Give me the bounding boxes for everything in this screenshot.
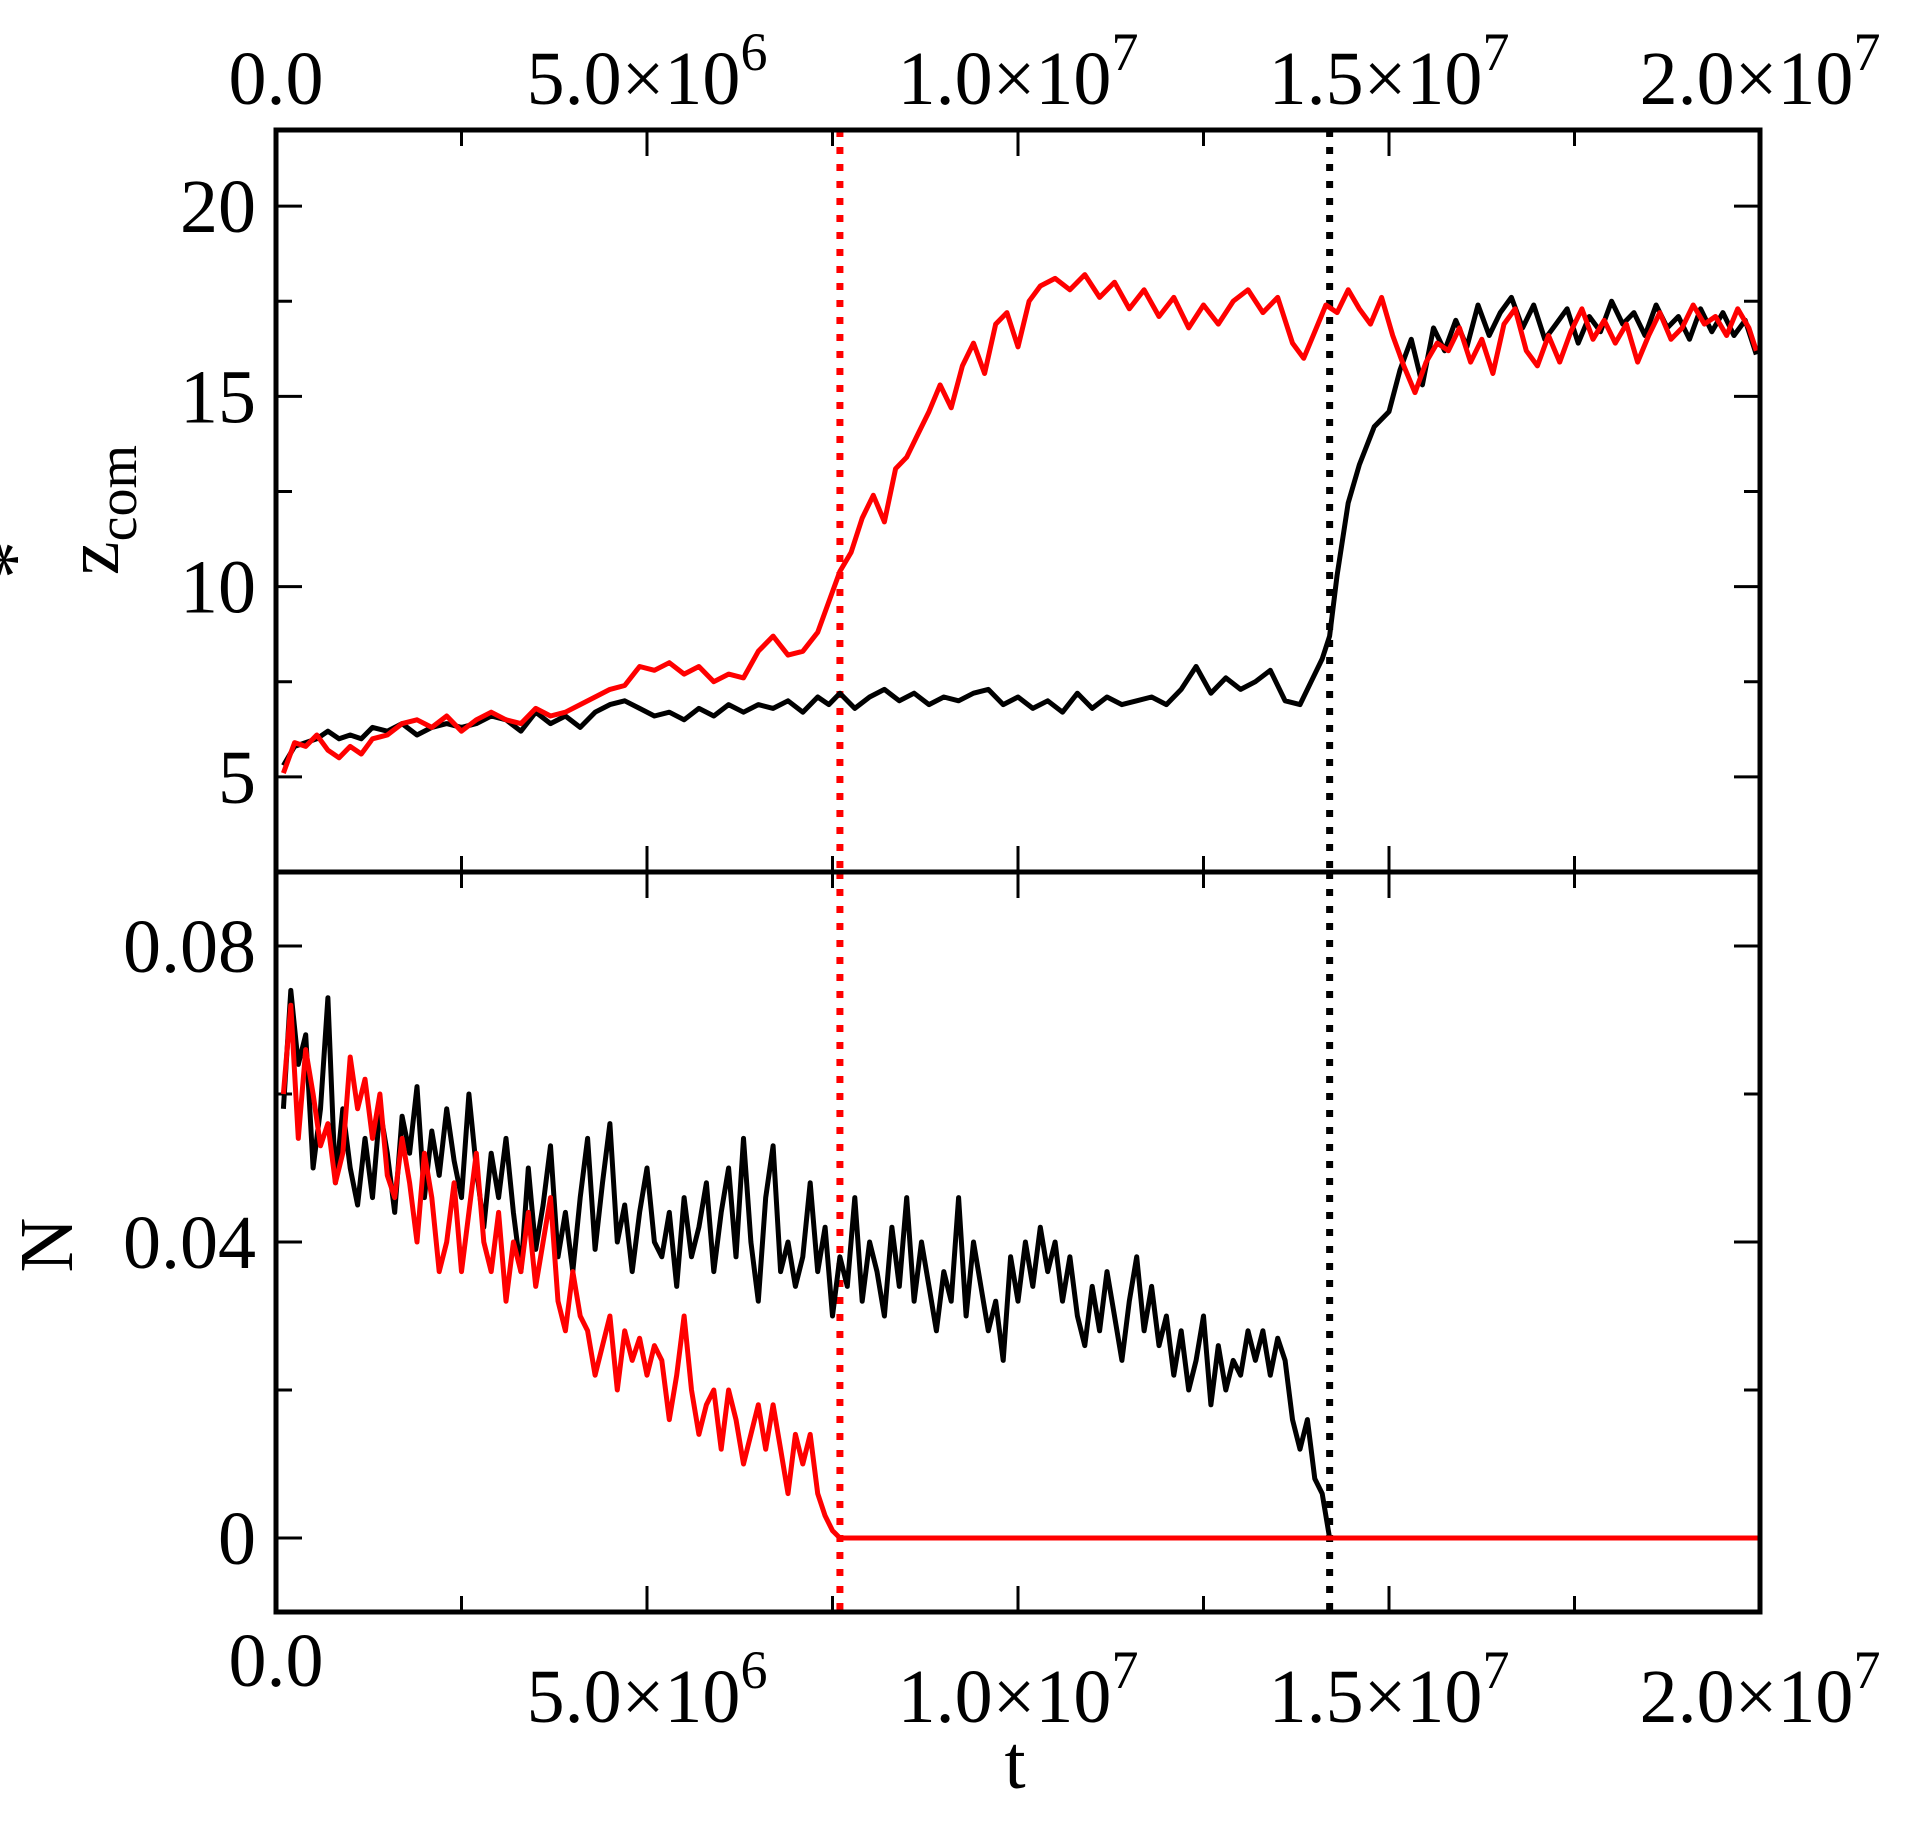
red-series-line <box>281 272 1759 774</box>
top-vlines <box>836 130 1334 872</box>
bottom-tick-labels: 0 0.04 0.08 0.0 5.0×106 1.0×107 1.5×107 2.0×107 <box>123 905 1880 1739</box>
bottom-ylabel: N <box>5 1218 89 1273</box>
x-tick-label: 0.0 <box>229 37 324 121</box>
red-series-line <box>280 1002 1760 1541</box>
x-tick-label: 5.0×106 <box>527 1640 768 1739</box>
x-tick-label: 2.0×107 <box>1640 22 1881 121</box>
y-tick-label: 15 <box>180 355 256 439</box>
top-tick-labels: 5 10 15 20 0.0 5.0×106 1.0×107 1.5×107 2.0×107 <box>180 22 1880 820</box>
top-ylabel-main: z <box>51 541 135 575</box>
top-ylabel-sup: * <box>0 541 57 579</box>
x-tick-label: 1.5×107 <box>1269 22 1510 121</box>
top-plot-frame <box>273 127 1763 875</box>
top-ylabel-subscript: com <box>87 445 149 541</box>
y-tick-label: 0 <box>218 1497 256 1581</box>
bottom-vlines <box>836 872 1334 1612</box>
y-tick-label: 0.08 <box>123 905 256 989</box>
bottom-xlabel: t <box>1004 1721 1025 1805</box>
black-series-line <box>280 987 1760 1541</box>
top-panel: 5 10 15 20 0.0 5.0×106 1.0×107 1.5×107 2.0×107 *… <box>0 22 1880 875</box>
black-series-line <box>281 294 1759 767</box>
x-tick-label: 2.0×107 <box>1640 1640 1881 1739</box>
x-tick-label: 1.5×107 <box>1269 1640 1510 1739</box>
bottom-panel: 0 0.04 0.08 0.0 5.0×106 1.0×107 1.5×107 2.0×107… <box>5 869 1880 1805</box>
y-tick-label: 20 <box>180 165 256 249</box>
top-series <box>281 272 1759 774</box>
y-tick-label: 0.04 <box>123 1201 256 1285</box>
y-tick-label: 10 <box>180 546 256 630</box>
x-tick-label: 1.0×107 <box>898 22 1139 121</box>
y-tick-label: 5 <box>218 736 256 820</box>
top-ylabel: zcom <box>51 445 149 575</box>
bottom-plot-frame <box>273 869 1763 1615</box>
x-tick-label: 0.0 <box>229 1619 324 1703</box>
x-tick-label: 1.0×107 <box>898 1640 1139 1739</box>
x-tick-label: 5.0×106 <box>527 22 768 121</box>
bottom-series <box>280 987 1760 1541</box>
top-ticks <box>274 130 1762 874</box>
